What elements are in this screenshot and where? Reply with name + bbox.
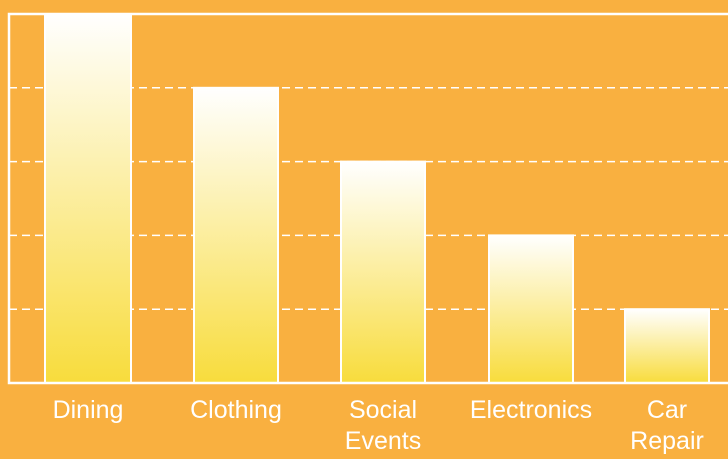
plot-frame-rect xyxy=(7,12,728,385)
bar-electronics xyxy=(488,234,574,384)
x-tick-labels: Dining Clothing Social Events Electronics Car… xyxy=(53,396,704,455)
x-tick-label: Clothing xyxy=(190,396,282,424)
bar-dining xyxy=(44,13,132,384)
x-tick-label: Car Repair xyxy=(630,396,704,455)
bars xyxy=(44,13,710,385)
x-tick-label: Social Events xyxy=(345,396,421,455)
bar-car-repair xyxy=(624,308,710,385)
x-tick-label: Electronics xyxy=(470,396,592,424)
x-tick-label: Dining xyxy=(53,396,124,424)
bar-clothing xyxy=(193,86,279,385)
bar-social-events xyxy=(340,160,426,384)
plot-frame xyxy=(7,12,728,385)
